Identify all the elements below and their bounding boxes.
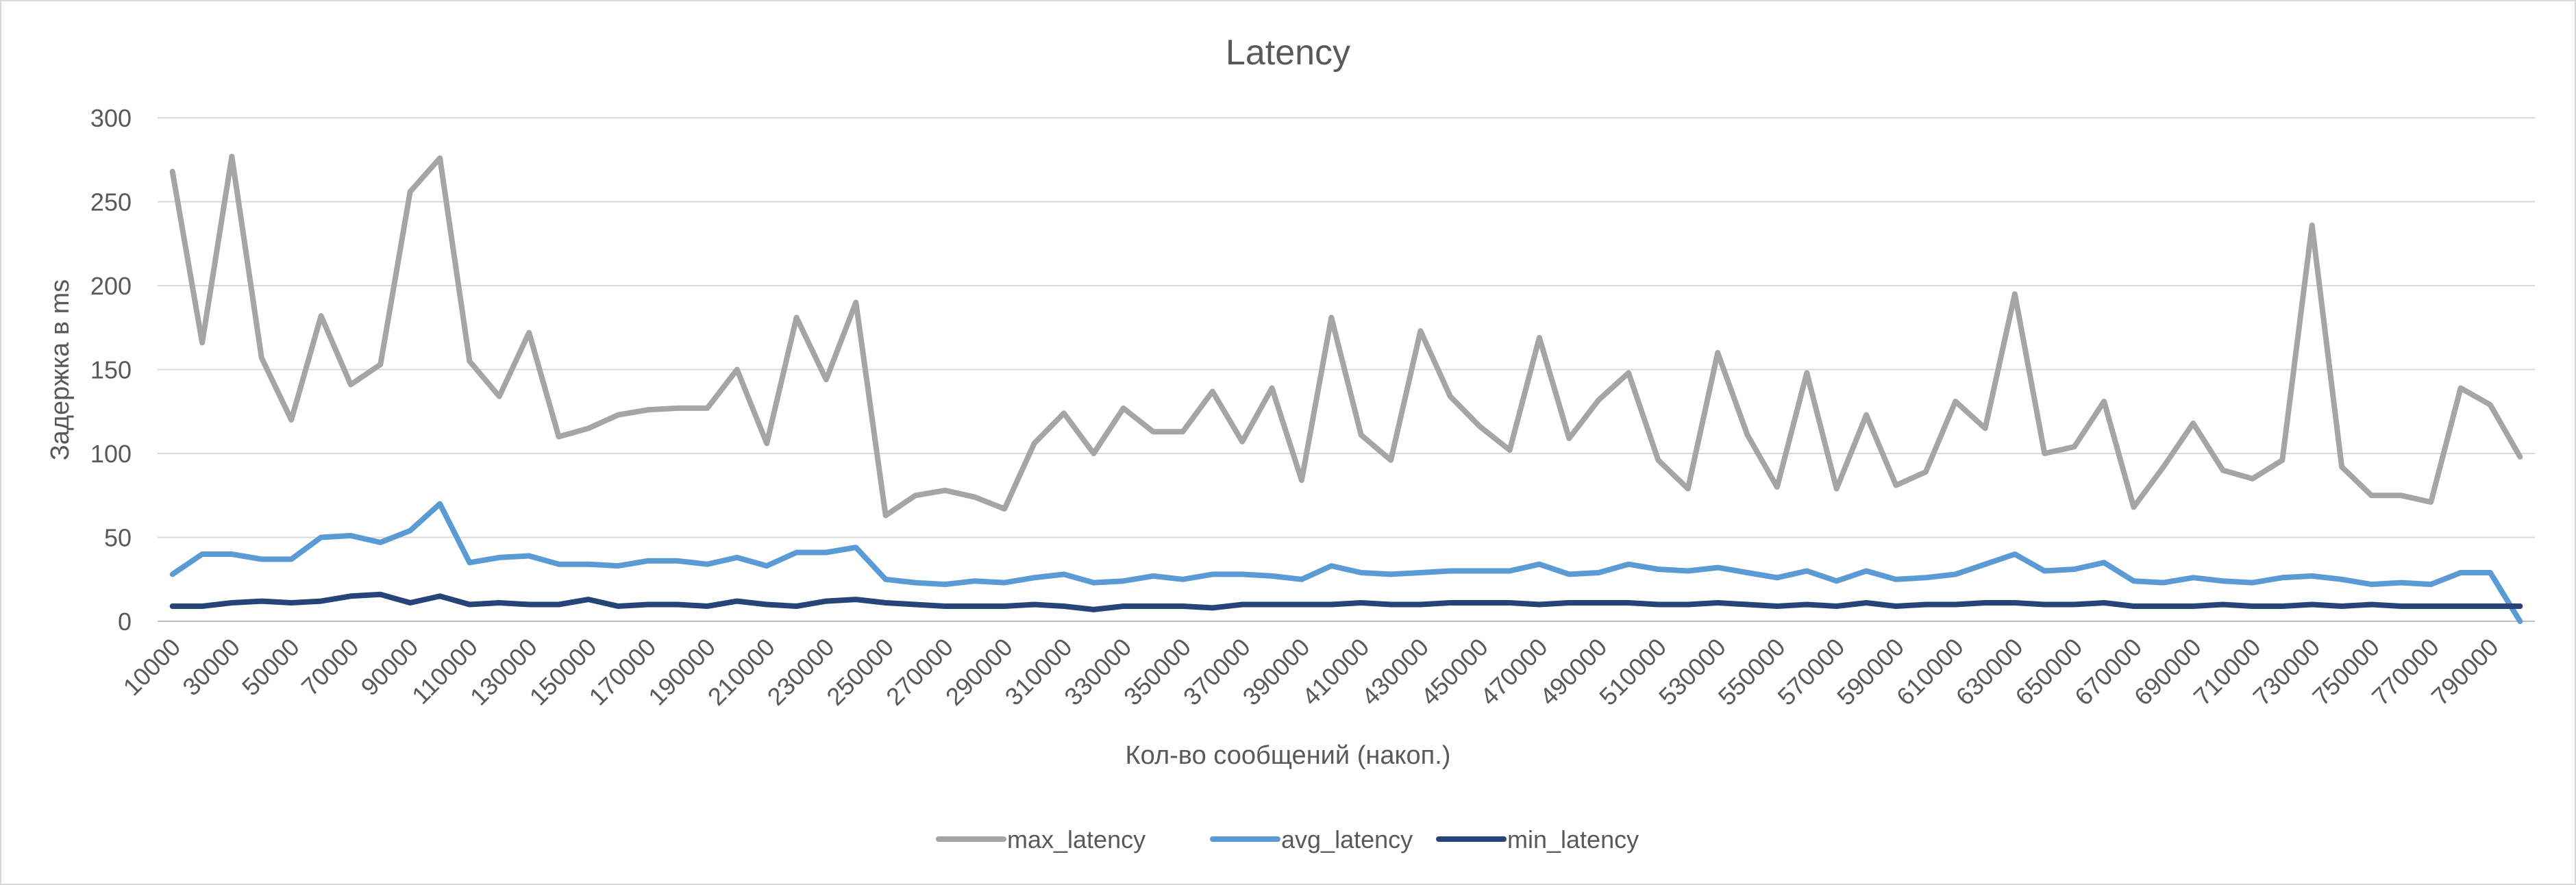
x-tick-labels: 1000030000500007000090000110000130000150… bbox=[118, 633, 2504, 711]
series-line-avg_latency bbox=[169, 501, 2523, 624]
legend-label: min_latency bbox=[1507, 825, 1639, 853]
gridlines bbox=[158, 117, 2535, 622]
x-tick-label: 450000 bbox=[1415, 633, 1494, 711]
x-tick-label: 690000 bbox=[2129, 633, 2207, 711]
y-tick-labels: 0 50 100 150 200 250 300 bbox=[90, 104, 132, 636]
x-tick-label: 550000 bbox=[1713, 633, 1791, 711]
y-tick-label: 50 bbox=[104, 524, 132, 552]
x-tick-label: 670000 bbox=[2069, 633, 2147, 711]
x-tick-label: 410000 bbox=[1296, 633, 1374, 711]
x-tick-label: 610000 bbox=[1891, 633, 1969, 711]
x-tick-label: 330000 bbox=[1058, 633, 1137, 711]
y-tick-label: 300 bbox=[90, 104, 132, 132]
x-tick-label: 210000 bbox=[702, 633, 780, 711]
legend-item-avg_latency: avg_latency bbox=[1210, 825, 1413, 853]
x-tick-label: 30000 bbox=[177, 633, 245, 701]
x-tick-label: 470000 bbox=[1475, 633, 1553, 711]
x-tick-label: 270000 bbox=[880, 633, 958, 711]
x-tick-label: 290000 bbox=[940, 633, 1018, 711]
x-tick-label: 750000 bbox=[2307, 633, 2385, 711]
x-tick-label: 490000 bbox=[1534, 633, 1612, 711]
series-line-min_latency bbox=[169, 591, 2523, 612]
x-tick-label: 130000 bbox=[465, 633, 543, 711]
x-tick-label: 770000 bbox=[2366, 633, 2444, 711]
series-line-max_latency bbox=[169, 153, 2523, 519]
legend-label: max_latency bbox=[1007, 825, 1145, 853]
y-tick-label: 0 bbox=[118, 608, 132, 636]
legend-item-min_latency: min_latency bbox=[1436, 825, 1639, 853]
x-tick-label: 350000 bbox=[1118, 633, 1196, 711]
x-tick-label: 250000 bbox=[821, 633, 899, 711]
x-tick-label: 790000 bbox=[2426, 633, 2504, 711]
legend-label: avg_latency bbox=[1281, 825, 1413, 853]
chart-title: Latency bbox=[1226, 33, 1350, 73]
legend: max_latency avg_latency min_latency bbox=[936, 825, 1639, 853]
x-tick-label: 630000 bbox=[1950, 633, 2029, 711]
series-lines bbox=[169, 153, 2523, 624]
x-tick-label: 150000 bbox=[524, 633, 602, 711]
x-tick-label: 570000 bbox=[1772, 633, 1850, 711]
x-tick-label: 590000 bbox=[1831, 633, 1909, 711]
x-tick-label: 390000 bbox=[1237, 633, 1315, 711]
y-tick-label: 150 bbox=[90, 356, 132, 384]
x-tick-label: 730000 bbox=[2247, 633, 2325, 711]
x-tick-label: 170000 bbox=[583, 633, 661, 711]
x-tick-label: 430000 bbox=[1356, 633, 1434, 711]
x-axis-title: Кол-во сообщений (накоп.) bbox=[1126, 741, 1451, 770]
legend-item-max_latency: max_latency bbox=[936, 825, 1145, 853]
x-tick-label: 650000 bbox=[2009, 633, 2088, 711]
x-tick-label: 370000 bbox=[1178, 633, 1256, 711]
y-axis-title: Задержка в ms bbox=[46, 279, 75, 461]
x-tick-label: 190000 bbox=[643, 633, 721, 711]
x-tick-label: 510000 bbox=[1594, 633, 1672, 711]
x-tick-label: 710000 bbox=[2188, 633, 2266, 711]
x-tick-label: 530000 bbox=[1653, 633, 1731, 711]
y-tick-label: 250 bbox=[90, 188, 132, 216]
x-tick-label: 230000 bbox=[762, 633, 840, 711]
x-tick-label: 50000 bbox=[236, 633, 305, 701]
y-tick-label: 200 bbox=[90, 272, 132, 300]
x-tick-label: 310000 bbox=[1000, 633, 1078, 711]
x-tick-label: 10000 bbox=[118, 633, 186, 701]
x-tick-label: 70000 bbox=[296, 633, 364, 701]
y-tick-label: 100 bbox=[90, 440, 132, 468]
